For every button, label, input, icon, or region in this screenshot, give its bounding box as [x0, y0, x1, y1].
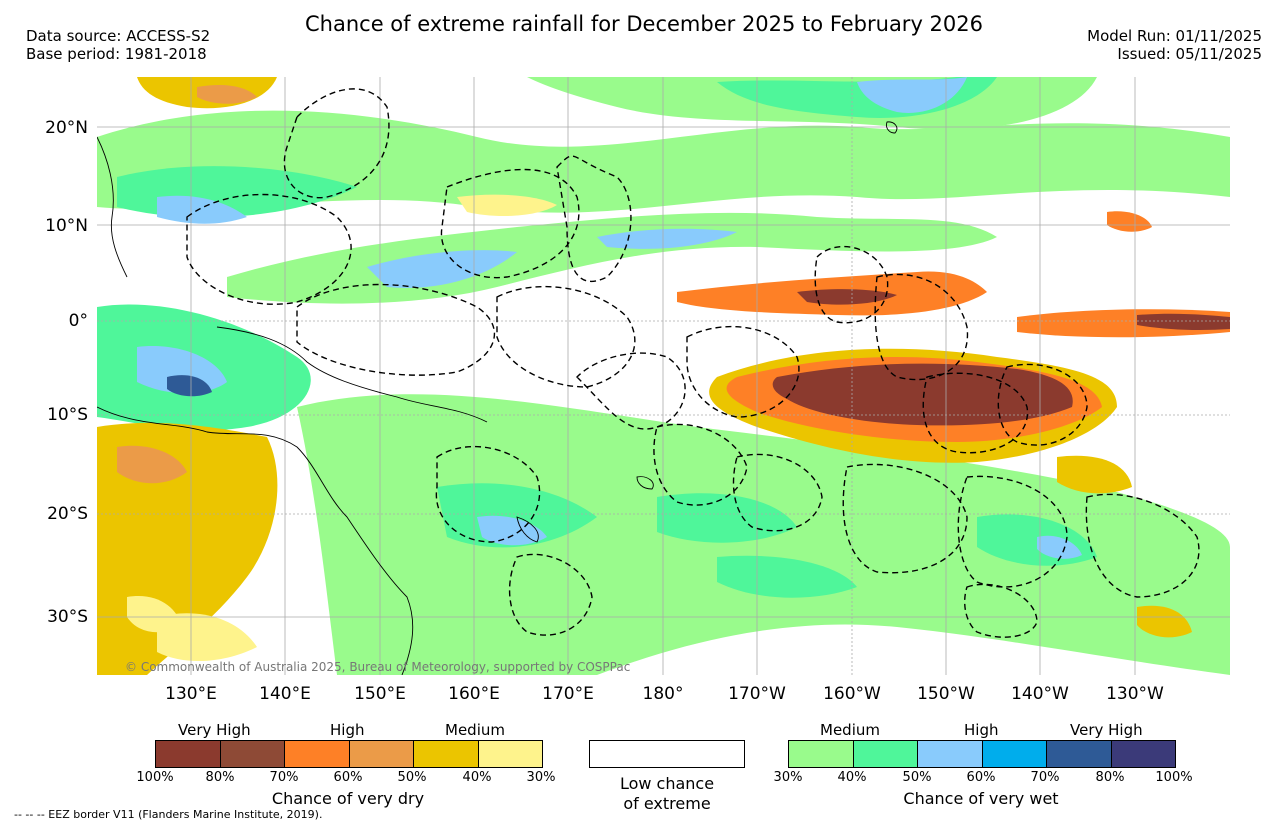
map-copyright: © Commonwealth of Australia 2025, Bureau…	[125, 660, 630, 674]
wet-swatch	[1047, 741, 1112, 767]
wet-tick: 100%	[1155, 770, 1193, 785]
dry-caption: Chance of very dry	[271, 789, 425, 808]
dry-swatch	[220, 741, 285, 767]
lat-label-30s: 30°S	[47, 607, 88, 627]
wet-caption: Chance of very wet	[903, 789, 1059, 808]
dry-category-medium: Medium	[445, 721, 505, 739]
eez-borders	[186, 88, 1200, 638]
dry-swatch	[156, 741, 221, 767]
wet-swatch	[853, 741, 918, 767]
lon-label-140w: 140°W	[1011, 684, 1069, 704]
base-period-label: Base period: 1981-2018	[26, 45, 207, 63]
dry-tick: 60%	[333, 770, 363, 785]
wet-tick: 60%	[966, 770, 996, 785]
wet-tick: 80%	[1095, 770, 1125, 785]
wet-swatch	[1111, 741, 1175, 767]
wet-tick: 50%	[902, 770, 932, 785]
dry-swatch	[285, 741, 350, 767]
dry-swatch	[349, 741, 414, 767]
lon-label-140e: 140°E	[259, 684, 311, 704]
eez-footnote: -- -- -- EEZ border V11 (Flanders Marine…	[14, 808, 323, 821]
wet-area-west	[97, 304, 311, 431]
rainfall-map: © Commonwealth of Australia 2025, Bureau…	[97, 77, 1230, 675]
wet-tick: 40%	[837, 770, 867, 785]
lon-label-150e: 150°E	[354, 684, 406, 704]
lon-label-150w: 150°W	[917, 684, 975, 704]
dry-category-very-high: Very High	[178, 721, 251, 739]
wet-category-high: High	[964, 721, 999, 739]
wet-tick: 30%	[773, 770, 803, 785]
wet-colorbar	[788, 740, 1176, 768]
graticule	[97, 77, 1230, 675]
data-source-label: Data source: ACCESS-S2	[26, 27, 211, 45]
dry-swatch	[478, 741, 542, 767]
lon-label-130e: 130°E	[165, 684, 217, 704]
data-info: Data source: ACCESS-S2 Base period: 1981…	[26, 27, 210, 63]
lat-label-10s: 10°S	[47, 405, 88, 425]
dry-band-east-equatorial	[457, 194, 1230, 638]
wet-swatch	[918, 741, 983, 767]
wet-category-very-high: Very High	[1070, 721, 1143, 739]
lon-label-160e: 160°E	[448, 684, 500, 704]
low-chance-caption: Low chance of extreme	[589, 774, 745, 814]
issued-label: Issued: 05/11/2025	[1117, 45, 1262, 63]
dry-tick: 50%	[397, 770, 427, 785]
dry-tick: 70%	[269, 770, 299, 785]
wet-swatch	[982, 741, 1047, 767]
low-chance-swatch	[589, 740, 745, 768]
wet-swatch	[789, 741, 854, 767]
chart-title: Chance of extreme rainfall for December …	[305, 12, 983, 36]
lat-label-10n: 10°N	[45, 216, 88, 236]
wet-band-equatorial	[227, 212, 997, 304]
lon-label-170w: 170°W	[728, 684, 786, 704]
low-chance-line1: Low chance	[619, 774, 715, 793]
dry-tick: 30%	[526, 770, 556, 785]
lon-label-170e: 170°E	[542, 684, 594, 704]
lat-label-0: 0°	[68, 311, 88, 331]
wet-area-south	[297, 394, 1230, 675]
run-info: Model Run: 01/11/2025 Issued: 05/11/2025	[1087, 27, 1262, 63]
lat-label-20s: 20°S	[47, 504, 88, 524]
dry-colorbar	[155, 740, 543, 768]
dry-area-australia	[97, 422, 278, 675]
dry-swatch	[414, 741, 479, 767]
dry-category-high: High	[330, 721, 365, 739]
coastlines	[97, 121, 898, 675]
lon-label-160w: 160°W	[823, 684, 881, 704]
wet-tick: 70%	[1030, 770, 1060, 785]
dry-tick: 100%	[136, 770, 174, 785]
dry-tick: 40%	[462, 770, 492, 785]
dry-tick: 80%	[205, 770, 235, 785]
lat-label-20n: 20°N	[45, 118, 88, 138]
lon-label-130w: 130°W	[1106, 684, 1164, 704]
low-chance-line2: of extreme	[623, 794, 711, 813]
lon-label-180: 180°	[642, 684, 684, 704]
model-run-label: Model Run: 01/11/2025	[1087, 27, 1262, 45]
wet-category-medium: Medium	[820, 721, 880, 739]
